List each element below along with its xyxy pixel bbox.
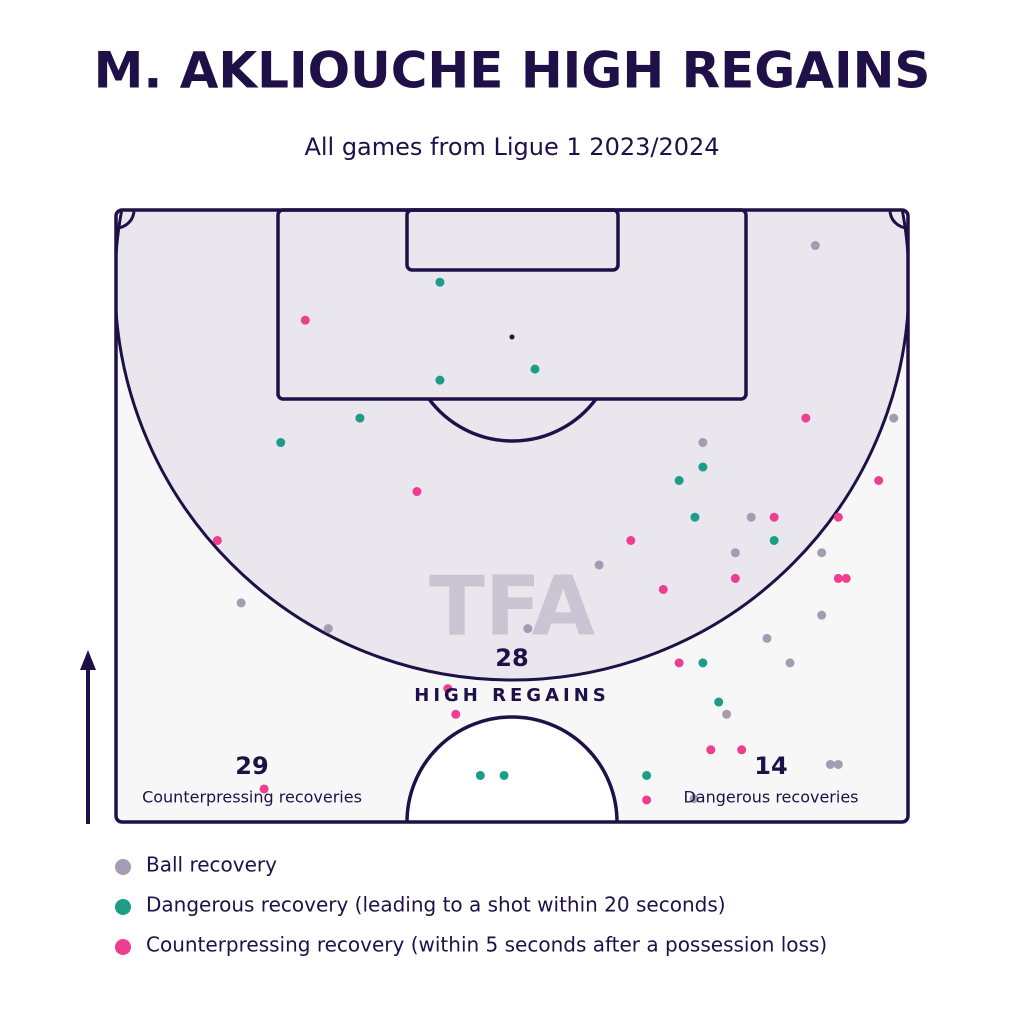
penalty-arc [427, 397, 598, 443]
legend-swatch [115, 859, 131, 875]
center-circle [405, 715, 619, 823]
recovery-point [706, 745, 716, 755]
recovery-point [833, 512, 843, 522]
recovery-point [435, 277, 445, 287]
recovery-point [523, 624, 533, 634]
recovery-point [730, 548, 740, 558]
recovery-point [833, 759, 843, 769]
recovery-point [746, 512, 756, 522]
recovery-point [714, 697, 724, 707]
recovery-point [499, 770, 509, 780]
recovery-point [642, 795, 652, 805]
arrow-head [80, 650, 96, 670]
recovery-point [817, 548, 827, 558]
recovery-point [300, 315, 310, 325]
recovery-point [737, 745, 747, 755]
recovery-point [833, 573, 843, 583]
stat-label: Counterpressing recoveries [142, 788, 362, 807]
penalty-spot [509, 334, 515, 340]
recovery-point [658, 584, 668, 594]
recovery-point [236, 598, 246, 608]
high-regain-zone [116, 210, 908, 682]
recovery-point [722, 709, 732, 719]
recovery-point [810, 240, 820, 250]
recovery-point [889, 413, 899, 423]
stat-label: HIGH REGAINS [414, 685, 609, 706]
stat-label: Dangerous recoveries [683, 788, 858, 807]
stat-value: 29 [235, 752, 268, 780]
recovery-point [674, 476, 684, 486]
legend: Ball recovery Dangerous recovery (leading… [115, 853, 827, 957]
stat-value: 14 [754, 752, 787, 780]
recovery-point [212, 535, 222, 545]
points [212, 240, 899, 805]
recovery-point [594, 560, 604, 570]
recovery-point [443, 684, 453, 694]
recovery-point [689, 794, 699, 804]
recovery-point [355, 413, 365, 423]
recovery-point [674, 658, 684, 668]
recovery-point [451, 709, 461, 719]
legend-swatch [115, 939, 131, 955]
recovery-point [769, 535, 779, 545]
recovery-point [698, 462, 708, 472]
recovery-point [698, 658, 708, 668]
legend-label: Dangerous recovery (leading to a shot wi… [146, 893, 726, 917]
corner-arc [115, 209, 136, 230]
recovery-point [475, 770, 485, 780]
recovery-point [412, 487, 422, 497]
recovery-point [259, 784, 269, 794]
recovery-point [841, 573, 851, 583]
pitch-outline [114, 208, 910, 824]
recovery-point [762, 633, 772, 643]
watermark: TFA [429, 559, 596, 654]
recovery-point [626, 535, 636, 545]
recovery-point [530, 364, 540, 374]
recovery-point [825, 759, 835, 769]
recovery-point [785, 658, 795, 668]
attack-arrow [80, 650, 96, 824]
recovery-point [642, 770, 652, 780]
legend-swatch [115, 899, 131, 915]
legend-label: Ball recovery [146, 853, 277, 877]
chart-title: M. AKLIOUCHE HIGH REGAINS [94, 42, 931, 100]
recovery-point [769, 512, 779, 522]
recovery-point [323, 624, 333, 634]
recovery-point [276, 438, 286, 448]
recovery-point [730, 573, 740, 583]
corner-arc [888, 209, 909, 230]
recovery-point [817, 610, 827, 620]
recovery-point [435, 375, 445, 385]
recovery-point [698, 438, 708, 448]
stat-value: 28 [495, 644, 528, 672]
recovery-point [690, 512, 700, 522]
chart-subtitle: All games from Ligue 1 2023/2024 [304, 133, 719, 161]
pitch [114, 208, 910, 824]
recovery-point [801, 413, 811, 423]
recovery-point [874, 476, 884, 486]
legend-label: Counterpressing recovery (within 5 secon… [146, 933, 827, 957]
